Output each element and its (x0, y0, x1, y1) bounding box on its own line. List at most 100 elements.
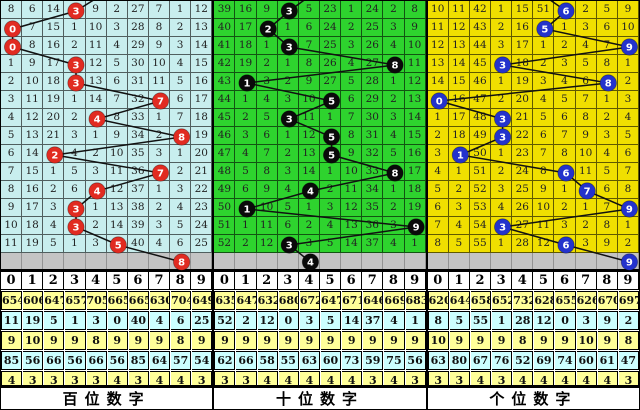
grid-cell: 2 (235, 109, 257, 127)
grid-cell: 2 (148, 127, 171, 145)
stats-cell: 665 (107, 291, 128, 310)
grid-cell: 50 (214, 199, 236, 217)
grid-cell: 6 (596, 181, 618, 199)
grid-cell: 2 (383, 91, 405, 109)
grid-cell: 4 (427, 163, 449, 181)
hundreds-digit-panel: 8 6 14 9 2 27 7 1 12 7 15 1 10 3 28 8 2 13 8 16 2 11 4 29 9 3 14 1 9… (1, 1, 213, 409)
grid-cell: 5 (319, 235, 342, 253)
grid-cell: 7 (298, 37, 320, 55)
grid-cell: 3 (617, 91, 639, 109)
grid-cell: 2 (383, 1, 405, 19)
grid-cell: 32 (362, 145, 384, 163)
grid-cell: 1 (554, 19, 576, 37)
grid-cell: 51 (214, 217, 236, 235)
grid-cell: 3 (341, 37, 363, 55)
grid-cell: 16 (191, 73, 213, 91)
grid-cell: 17 (235, 19, 257, 37)
stats-cell: 8 (513, 331, 534, 350)
grid-cell: 28 (127, 19, 149, 37)
grid-cell: 14 (427, 73, 449, 91)
pending-band-cell (597, 253, 618, 269)
grid-cell: 4 (64, 145, 86, 163)
stats-row: 63 80 67 76 52 69 74 60 61 47 (427, 351, 639, 370)
grid-cell: 10 (298, 91, 320, 109)
stats-cell: 56 (65, 351, 86, 370)
grid-cell: 19 (191, 127, 213, 145)
grid-cell: 47 (469, 91, 492, 109)
grid-cell: 33 (127, 109, 149, 127)
grid-cell: 30 (127, 55, 149, 73)
grid-cell: 6 (341, 91, 363, 109)
stats-cell: 62 (214, 351, 236, 370)
grid-cell: 18 (512, 55, 534, 73)
pending-band-cell (405, 253, 426, 269)
stats-cell: 56 (405, 351, 426, 370)
grid-cell: 3 (383, 19, 405, 37)
grid-cell (319, 91, 342, 109)
digit-header-cell: 6 (554, 272, 576, 289)
grid-cell: 9 (1, 199, 23, 217)
stats-cell: 55 (470, 311, 492, 330)
grid-cell: 12 (448, 19, 470, 37)
grid-cell: 5 (256, 109, 278, 127)
hundreds-trend-grid: 8 6 14 9 2 27 7 1 12 7 15 1 10 3 28 8 2 13 8 16 2 11 4 29 9 3 14 1 9… (1, 1, 213, 253)
pending-band-cell (512, 253, 534, 269)
grid-cell: 12 (533, 235, 555, 253)
grid-cell: 8 (617, 181, 639, 199)
grid-cell: 5 (427, 181, 449, 199)
grid-cell: 4 (170, 55, 192, 73)
stats-cell: 2 (236, 311, 257, 330)
grid-cell: 15 (22, 163, 44, 181)
grid-cell: 12 (106, 181, 128, 199)
units-pending-band (427, 253, 639, 269)
grid-cell: 1 (383, 181, 405, 199)
grid-cell: 26 (319, 55, 342, 73)
grid-cell: 3 (533, 73, 555, 91)
grid-cell: 6 (22, 1, 44, 19)
stats-cell: 85 (1, 351, 23, 370)
stats-cell: 47 (618, 351, 639, 370)
stats-cell: 60 (576, 351, 597, 370)
grid-cell: 1 (235, 217, 257, 235)
stats-cell: 697 (618, 291, 639, 310)
stats-cell: 0 (107, 311, 128, 330)
grid-cell: 2 (491, 19, 513, 37)
grid-cell: 10 (427, 1, 449, 19)
stats-cell: 69 (534, 351, 555, 370)
stats-cell: 9 (257, 331, 278, 350)
stats-row: 62 66 58 55 63 60 73 59 75 56 (214, 351, 426, 370)
grid-cell (277, 109, 299, 127)
units-panel-title: 个位数字 (427, 385, 639, 409)
grid-cell: 17 (43, 55, 65, 73)
grid-cell: 5 (298, 1, 320, 19)
grid-cell: 11 (1, 235, 23, 253)
stats-cell: 12 (534, 311, 555, 330)
grid-cell: 4 (491, 199, 513, 217)
grid-cell: 1 (277, 127, 299, 145)
grid-cell: 3 (85, 235, 107, 253)
grid-cell: 8 (404, 1, 426, 19)
grid-cell: 1 (448, 163, 470, 181)
grid-cell: 13 (191, 19, 213, 37)
grid-cell: 41 (214, 37, 236, 55)
grid-cell: 1 (617, 217, 639, 235)
grid-cell: 3 (575, 19, 597, 37)
stats-cell: 5 (449, 311, 470, 330)
grid-cell: 1 (1, 55, 23, 73)
stats-cell: 56 (107, 351, 128, 370)
grid-cell: 48 (214, 163, 236, 181)
grid-cell: 4 (170, 199, 192, 217)
hundreds-panel-title: 百位数字 (1, 385, 213, 409)
grid-cell: 2 (554, 37, 576, 55)
grid-cell: 37 (362, 235, 384, 253)
grid-cell: 31 (127, 73, 149, 91)
grid-cell: 3 (106, 19, 128, 37)
grid-cell: 1 (491, 73, 513, 91)
grid-cell: 15 (404, 127, 426, 145)
grid-cell: 8 (596, 217, 618, 235)
grid-cell: 49 (214, 181, 236, 199)
grid-cell: 6 (277, 217, 299, 235)
grid-cell (64, 55, 86, 73)
